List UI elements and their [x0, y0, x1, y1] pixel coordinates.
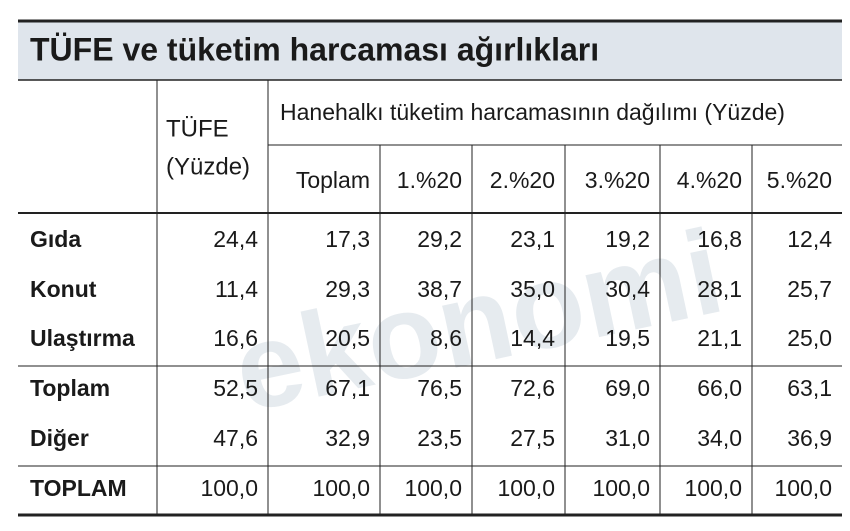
- cell: 23,5: [417, 425, 462, 451]
- row-label: Konut: [30, 276, 97, 302]
- cell: 29,2: [417, 226, 462, 252]
- header-group: Hanehalkı tüketim harcamasının dağılımı …: [280, 99, 785, 125]
- cell: 16,8: [697, 226, 742, 252]
- row-label: Gıda: [30, 226, 81, 252]
- cell: 52,5: [213, 375, 258, 401]
- column-header: 2.%20: [490, 167, 555, 193]
- cell: 31,0: [605, 425, 650, 451]
- cell: 72,6: [510, 375, 555, 401]
- cell: 100,0: [312, 475, 370, 501]
- row-label: Toplam: [30, 375, 110, 401]
- header-tufe-unit: (Yüzde): [166, 153, 250, 180]
- cell: 47,6: [213, 425, 258, 451]
- cell: 76,5: [417, 375, 462, 401]
- cell: 21,1: [697, 325, 742, 351]
- cell: 66,0: [697, 375, 742, 401]
- column-header: Toplam: [296, 167, 370, 193]
- column-header: 4.%20: [677, 167, 742, 193]
- title: TÜFE ve tüketim harcaması ağırlıkları: [30, 31, 599, 67]
- cell: 17,3: [325, 226, 370, 252]
- watermark: ekonomi: [223, 204, 733, 438]
- header-tufe: TÜFE: [166, 115, 229, 142]
- cell: 19,5: [605, 325, 650, 351]
- cell: 20,5: [325, 325, 370, 351]
- cell: 27,5: [510, 425, 555, 451]
- cell: 16,6: [213, 325, 258, 351]
- cell: 11,4: [215, 276, 258, 302]
- cell: 38,7: [417, 276, 462, 302]
- cell: 100,0: [200, 475, 258, 501]
- row-label: Diğer: [30, 425, 89, 451]
- column-header: 1.%20: [397, 167, 462, 193]
- column-header: 5.%20: [767, 167, 832, 193]
- cell: 100,0: [404, 475, 462, 501]
- cell: 25,7: [787, 276, 832, 302]
- cell: 8,6: [430, 325, 462, 351]
- cell: 30,4: [605, 276, 650, 302]
- cell: 36,9: [787, 425, 832, 451]
- title-bar: [18, 22, 842, 80]
- cell: 29,3: [325, 276, 370, 302]
- cell: 25,0: [787, 325, 832, 351]
- cell: 24,4: [213, 226, 258, 252]
- cell: 100,0: [497, 475, 555, 501]
- cell: 35,0: [510, 276, 555, 302]
- row-label: Ulaştırma: [30, 325, 135, 351]
- row-label: TOPLAM: [30, 475, 127, 501]
- column-header: 3.%20: [585, 167, 650, 193]
- cell: 100,0: [592, 475, 650, 501]
- cell: 28,1: [697, 276, 742, 302]
- cell: 67,1: [325, 375, 370, 401]
- cell: 23,1: [510, 226, 555, 252]
- cell: 63,1: [787, 375, 832, 401]
- cell: 100,0: [774, 475, 832, 501]
- cell: 19,2: [605, 226, 650, 252]
- cell: 100,0: [684, 475, 742, 501]
- cell: 12,4: [787, 226, 832, 252]
- cell: 34,0: [697, 425, 742, 451]
- cell: 69,0: [605, 375, 650, 401]
- cell: 32,9: [325, 425, 370, 451]
- cell: 14,4: [510, 325, 555, 351]
